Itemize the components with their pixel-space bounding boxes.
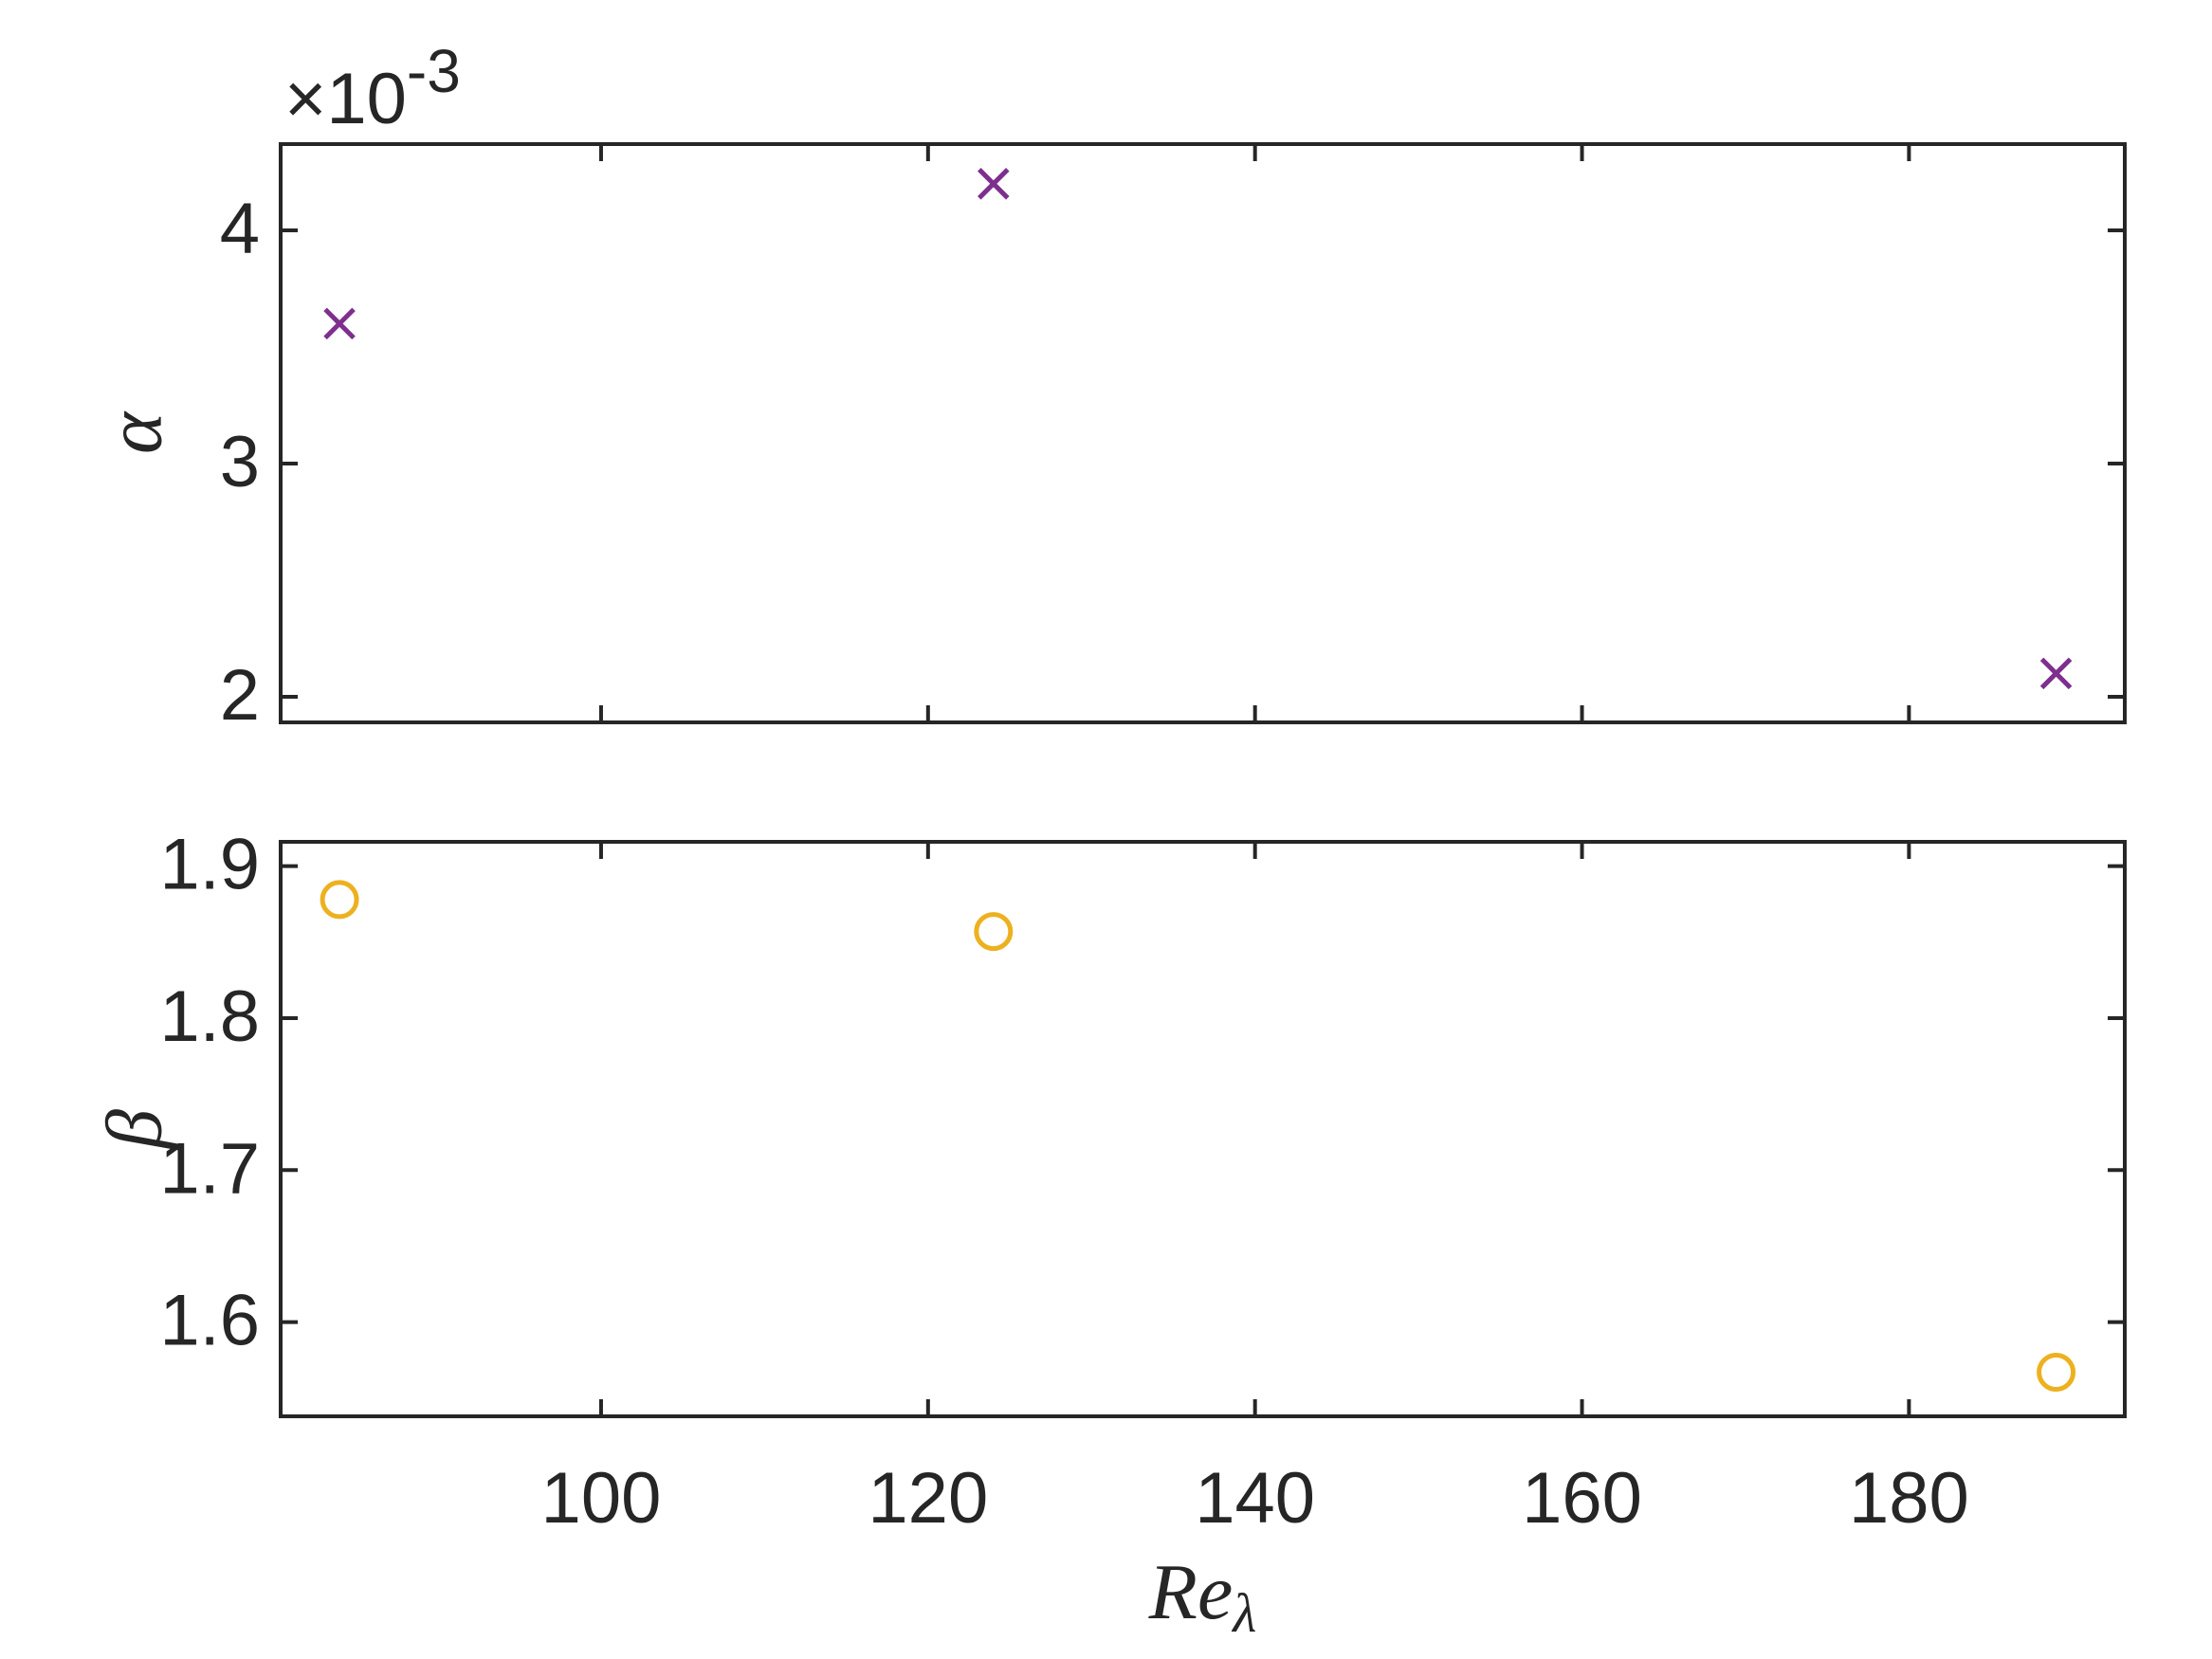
point — [2039, 657, 2073, 690]
y-tick-label: 1.7 — [159, 1128, 260, 1209]
axes-box — [279, 840, 2127, 1418]
y-tick-label: 1.8 — [159, 976, 260, 1057]
x-tick-label: 160 — [1522, 1458, 1642, 1539]
point — [320, 880, 359, 920]
y-tick-label: 1.6 — [159, 1281, 260, 1361]
y-tick-label: 2 — [220, 655, 260, 736]
point — [323, 307, 356, 340]
point — [978, 168, 1010, 200]
x-tick-label: 120 — [868, 1458, 988, 1539]
y-multiplier-base: ×10 — [284, 59, 407, 139]
y-multiplier-exponent: -3 — [407, 37, 461, 105]
x-tick-label: 100 — [541, 1458, 662, 1539]
y-tick-label: 4 — [220, 189, 260, 269]
y-tick-label: 3 — [220, 422, 260, 502]
x-tick-label: 180 — [1849, 1458, 1969, 1539]
y-axis-label: β — [90, 1109, 178, 1151]
point — [2037, 1353, 2076, 1393]
x-axis-label: Reλ — [1148, 1548, 1257, 1644]
y-axis-label: α — [90, 410, 178, 454]
y-tick-label: 1.9 — [159, 825, 260, 905]
x-tick-label: 140 — [1195, 1458, 1315, 1539]
x-axis-label-main: Re — [1148, 1548, 1234, 1636]
x-axis-label-subscript: λ — [1231, 1582, 1256, 1644]
point — [974, 912, 1014, 952]
axes-box — [279, 142, 2127, 724]
y-multiplier: ×10-3 — [284, 37, 461, 139]
